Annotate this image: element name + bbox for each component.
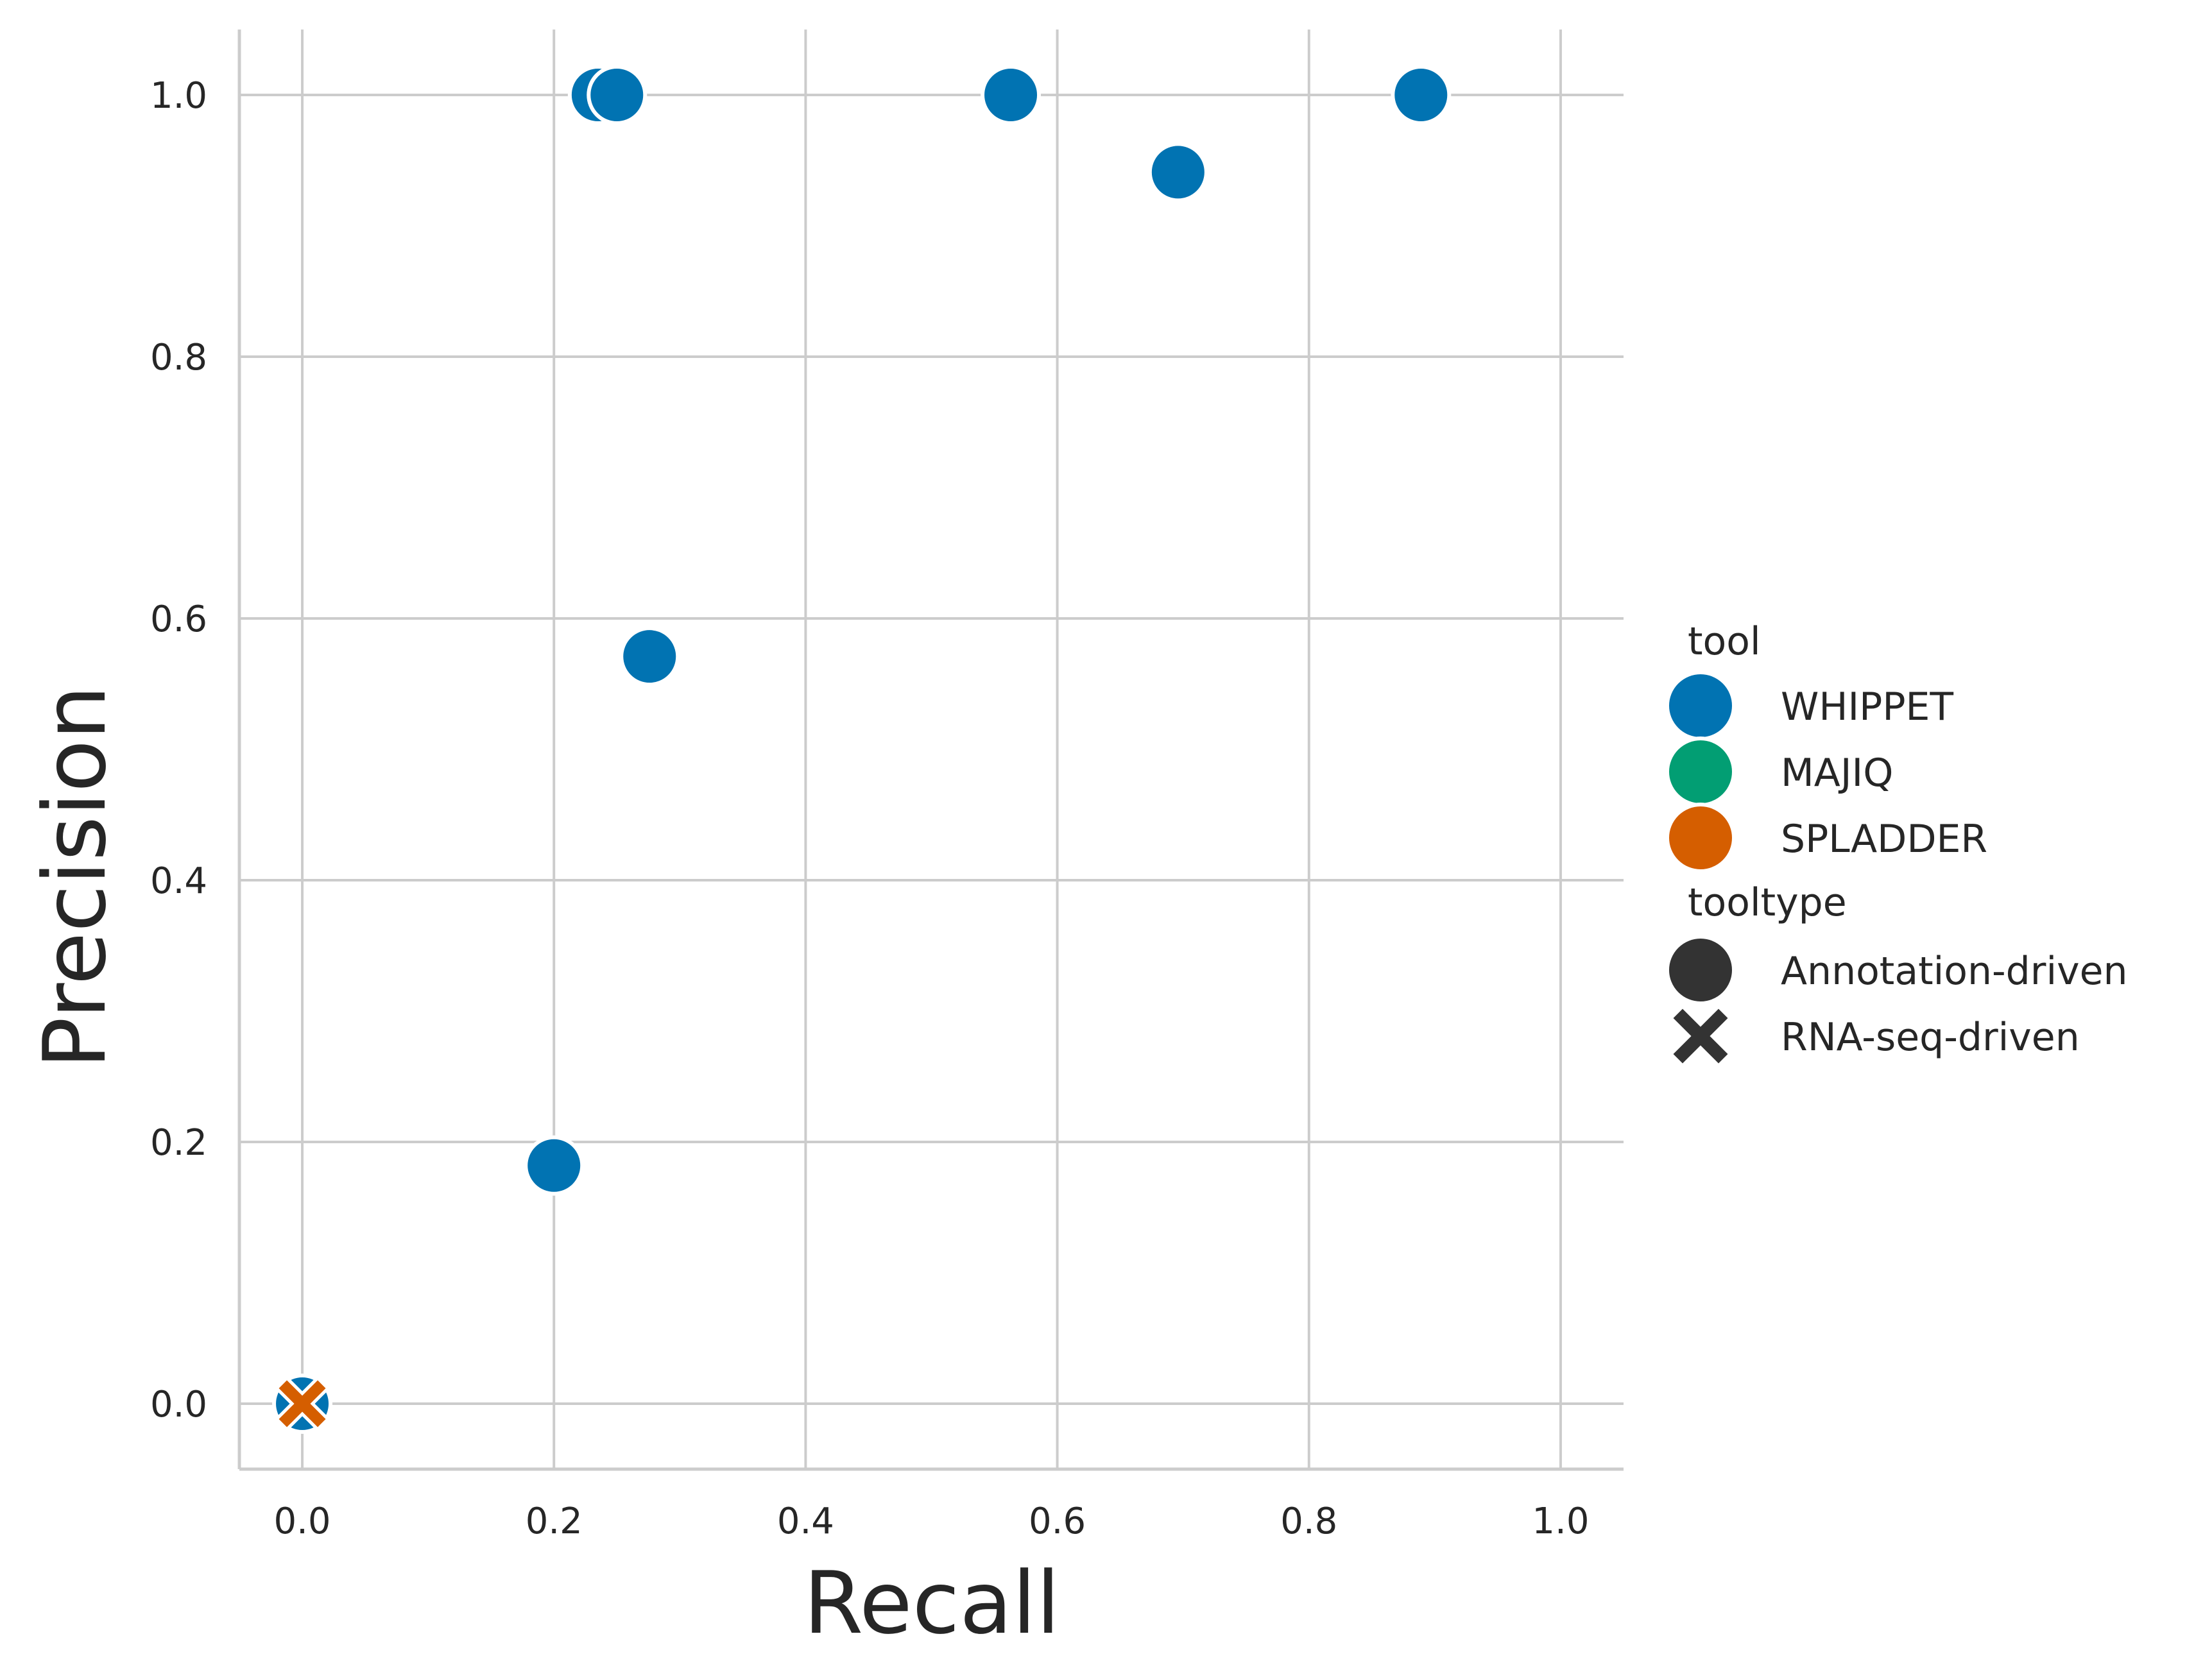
legend-label-whippet: WHIPPET (1781, 685, 1953, 729)
legend: tool WHIPPET MAJIQ SPLADDER tooltype Annot… (1665, 619, 2128, 1068)
data-point-whippet (587, 65, 647, 125)
legend-label-rna-seq-driven: RNA-seq-driven (1781, 1015, 2080, 1060)
x-tick-label: 0.8 (1280, 1501, 1337, 1542)
legend-label-majiq: MAJIQ (1781, 751, 1893, 796)
x-tick-label: 0.6 (1029, 1501, 1086, 1542)
legend-label-spladder: SPLADDER (1781, 817, 1987, 862)
data-point-whippet (524, 1135, 585, 1196)
y-tick-label: 0.0 (150, 1384, 207, 1426)
data-point-whippet (1391, 65, 1452, 125)
axis-spines (237, 30, 1624, 1471)
y-axis-ticks: 0.0 0.2 0.4 0.6 0.8 1.0 (150, 75, 207, 1426)
y-tick-label: 1.0 (150, 75, 207, 117)
y-tick-label: 0.8 (150, 337, 207, 379)
data-points (272, 65, 1452, 1434)
data-point-whippet (1147, 142, 1208, 203)
y-tick-label: 0.6 (150, 599, 207, 640)
legend-marker-whippet (1665, 670, 1736, 741)
legend-tooltype-entries: Annotation-driven RNA-seq-driven (1665, 935, 2128, 1068)
x-axis-ticks: 0.0 0.2 0.4 0.6 0.8 1.0 (274, 1501, 1590, 1542)
legend-title-tool: tool (1688, 619, 1761, 664)
x-axis-title: Recall (803, 1553, 1060, 1653)
data-point-whippet (981, 65, 1042, 125)
legend-marker-annotation-driven (1665, 935, 1736, 1005)
legend-tool-entries: WHIPPET MAJIQ SPLADDER (1665, 670, 1987, 873)
y-tick-label: 0.2 (150, 1122, 207, 1164)
x-tick-label: 0.4 (777, 1501, 834, 1542)
legend-marker-spladder (1665, 803, 1736, 873)
data-point-spladder (274, 1375, 330, 1432)
legend-marker-rna-seq-driven (1668, 1004, 1733, 1068)
x-tick-label: 0.2 (526, 1501, 583, 1542)
grid-layer (239, 30, 1624, 1469)
legend-title-tooltype: tooltype (1688, 880, 1847, 925)
y-tick-label: 0.4 (150, 860, 207, 902)
legend-label-annotation-driven: Annotation-driven (1781, 949, 2128, 994)
y-axis-title: Precision (25, 685, 125, 1069)
x-tick-label: 1.0 (1532, 1501, 1589, 1542)
legend-marker-majiq (1665, 736, 1736, 807)
x-tick-label: 0.0 (274, 1501, 331, 1542)
data-point-whippet (619, 626, 680, 687)
